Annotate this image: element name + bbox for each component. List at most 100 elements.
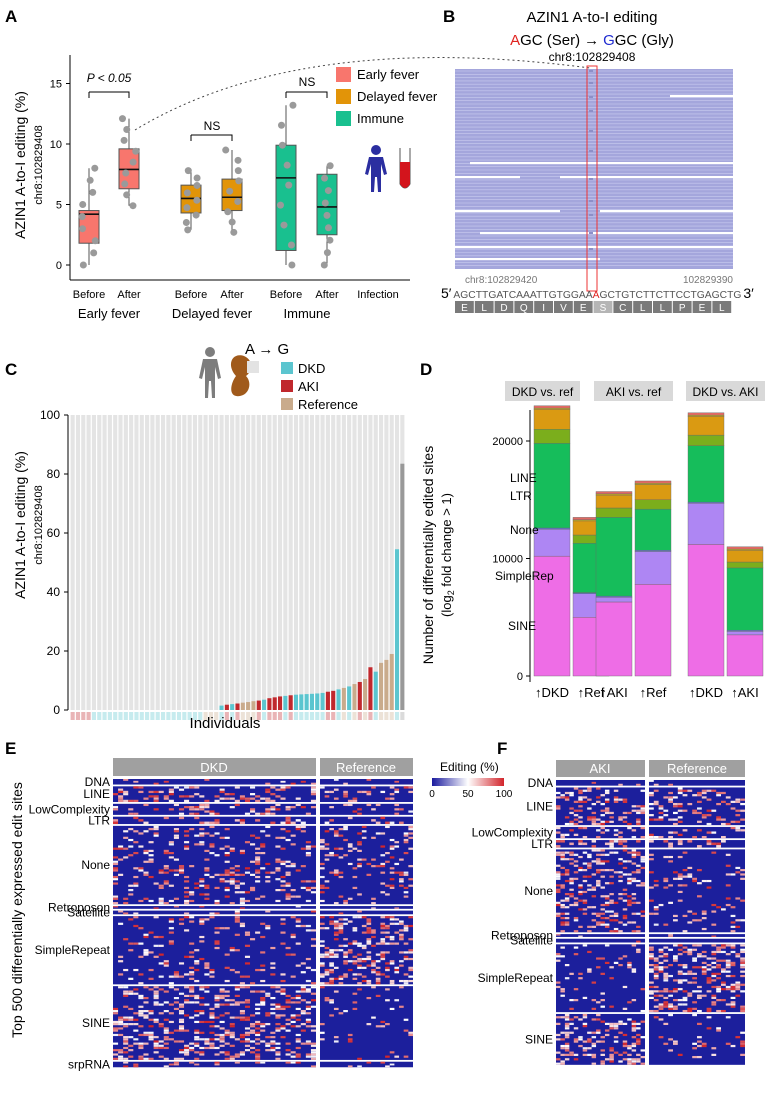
heatmap-cell (600, 826, 605, 830)
heatmap-cell (244, 933, 251, 936)
heatmap-cell (677, 970, 683, 973)
heatmap-cell (219, 1014, 225, 1017)
heatmap-cell (631, 1049, 637, 1052)
panel-b: B AZIN1 A-to-I editing AGC (Ser) → GGC (Gl… (441, 7, 754, 314)
heatmap-cell (204, 886, 210, 890)
heatmap-cell (338, 929, 344, 932)
heatmap-cell (333, 955, 339, 958)
heatmap-cell (389, 962, 395, 965)
heatmap-cell (118, 922, 124, 925)
heatmap-cell (300, 847, 306, 850)
heatmap-cell (649, 946, 654, 949)
heatmap-cell (295, 828, 301, 831)
heatmap-cell (604, 1033, 610, 1037)
c-xtick-id (262, 712, 267, 720)
heatmap-cell (687, 950, 693, 954)
heatmap-cell (343, 795, 348, 798)
heatmap-cell (668, 796, 673, 799)
heatmap-cell (229, 1003, 235, 1006)
heatmap-cell (711, 972, 717, 975)
heatmap-cell (352, 886, 358, 890)
heatmap-cell (280, 1005, 286, 1008)
heatmap-cell (295, 918, 301, 921)
heatmap-cell (285, 873, 291, 876)
heatmap-cell (310, 1044, 316, 1047)
heatmap-cell (338, 975, 344, 978)
heatmap-cell (113, 1007, 119, 1011)
heatmap-cell (250, 808, 256, 811)
heatmap-cell (250, 889, 256, 892)
heatmap-cell (158, 886, 164, 890)
heatmap-cell (578, 820, 583, 823)
heatmap-cell (560, 899, 565, 902)
heatmap-cell (573, 853, 579, 856)
heatmap-cell (622, 845, 628, 848)
heatmap-cell (138, 899, 144, 903)
heatmap-cell (204, 893, 210, 896)
heatmap-cell (649, 955, 654, 958)
heatmap-cell (148, 1036, 154, 1039)
a-point (278, 141, 286, 149)
heatmap-cell (591, 860, 597, 863)
heatmap-cell (229, 1033, 235, 1037)
heatmap-cell (600, 1036, 605, 1039)
heatmap-cell (636, 901, 641, 904)
heatmap-cell (668, 1013, 673, 1017)
heatmap-cell (219, 1027, 225, 1030)
heatmap-cell (618, 858, 623, 861)
heatmap-cell (668, 791, 673, 795)
heatmap-cell (399, 964, 404, 967)
heatmap-cell (380, 955, 386, 958)
heatmap-cell (578, 1038, 583, 1041)
d-label-none: None (510, 523, 539, 537)
heatmap-cell (189, 973, 195, 976)
heatmap-cell (255, 860, 261, 863)
heatmap-cell (366, 964, 372, 967)
heatmap-cell (153, 825, 159, 829)
heatmap-cell (371, 819, 376, 822)
heatmap-cell (375, 1025, 381, 1028)
a-xtick-infection: Infection (357, 289, 399, 301)
heatmap-cell (320, 916, 325, 919)
heatmap-cell (636, 948, 641, 951)
heatmap-cell (113, 875, 119, 879)
heatmap-cell (653, 974, 659, 978)
heatmap-cell (609, 1055, 614, 1059)
heatmap-cell (740, 957, 745, 960)
heatmap-cell (668, 884, 673, 887)
heatmap-cell (224, 845, 230, 848)
heatmap-cell (636, 805, 641, 808)
a-point (326, 162, 334, 170)
heatmap-cell (658, 1003, 664, 1006)
heatmap-cell (329, 916, 334, 919)
heatmap-cell (385, 935, 390, 939)
heatmap-cell (618, 1053, 623, 1056)
heatmap-cell (214, 1063, 220, 1066)
heatmap-cell (706, 990, 712, 993)
heatmap-cell (569, 1053, 574, 1056)
heatmap-cell (214, 821, 220, 825)
heatmap-cell (123, 856, 129, 859)
heatmap-cell (573, 953, 579, 956)
heatmap-cell (280, 788, 286, 791)
heatmap-cell (627, 895, 632, 898)
a-point (89, 188, 97, 196)
heatmap-cell (199, 821, 205, 825)
heatmap-cell (371, 944, 376, 947)
heatmap-cell (209, 1014, 215, 1017)
heatmap-cell (649, 990, 654, 993)
heatmap-cell (721, 835, 726, 839)
heatmap-cell (408, 828, 413, 831)
heatmap-cell (229, 1023, 235, 1026)
c-bar (304, 694, 309, 710)
heatmap-cell (347, 1065, 353, 1068)
heatmap-cell (300, 806, 306, 809)
heatmap-cell (618, 957, 623, 960)
c-bar-bg (139, 415, 144, 710)
c-bar (283, 695, 288, 710)
heatmap-cell (143, 951, 149, 954)
heatmap-cell (640, 1049, 645, 1052)
a-point (192, 211, 200, 219)
heatmap-cell (138, 869, 144, 872)
heatmap-cell (600, 1020, 605, 1023)
